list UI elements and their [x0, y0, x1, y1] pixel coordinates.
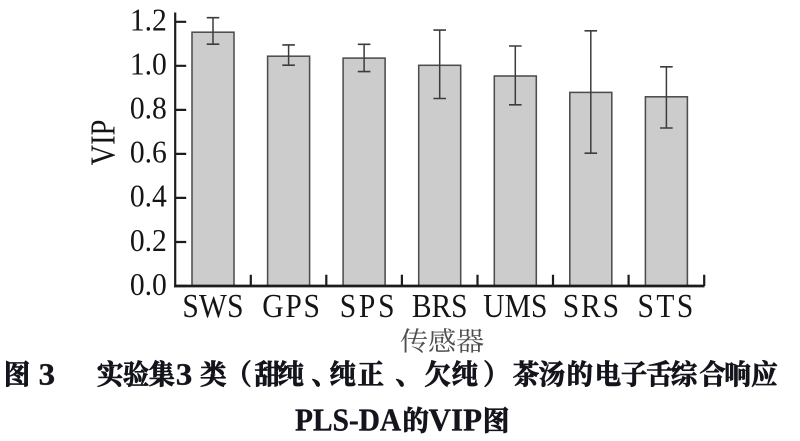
svg-text:0.4: 0.4	[130, 179, 167, 214]
svg-text:GPS: GPS	[262, 287, 322, 324]
svg-text:0.8: 0.8	[130, 91, 167, 126]
svg-text:UMS: UMS	[483, 287, 548, 324]
svg-text:SRS: SRS	[563, 287, 621, 324]
svg-text:1.0: 1.0	[130, 47, 167, 82]
svg-text:SPS: SPS	[340, 287, 398, 324]
svg-text:SWS: SWS	[182, 287, 244, 324]
svg-text:STS: STS	[638, 287, 696, 324]
svg-text:1.2: 1.2	[130, 3, 167, 38]
svg-text:0.6: 0.6	[130, 135, 167, 170]
svg-text:VIP: VIP	[84, 120, 122, 166]
svg-text:BRS: BRS	[412, 287, 468, 324]
svg-text:0.0: 0.0	[130, 267, 167, 302]
svg-text:0.2: 0.2	[130, 223, 167, 258]
